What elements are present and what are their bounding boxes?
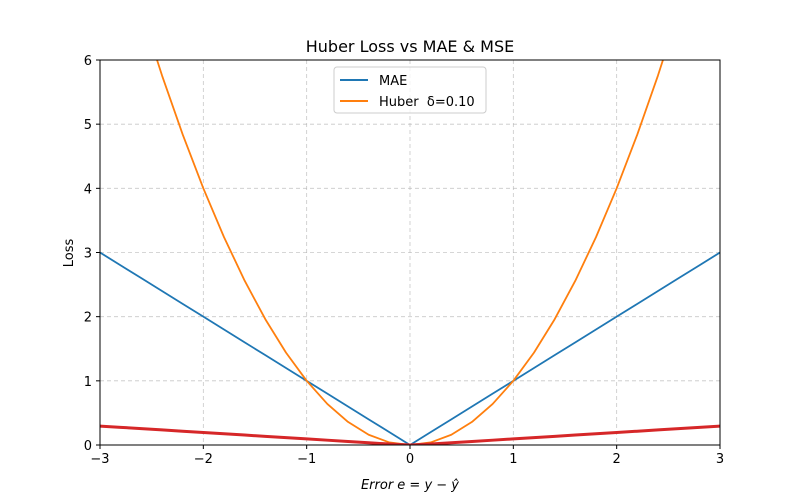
x-tick-label: 0	[406, 452, 414, 467]
x-tick-label: 3	[716, 452, 724, 467]
x-tick-label: −3	[90, 452, 109, 467]
legend-label: MAE	[379, 74, 407, 89]
x-tick-label: −2	[194, 452, 213, 467]
x-axis-label: Error e = y − ŷ	[361, 478, 459, 493]
x-tick-label: 1	[509, 452, 517, 467]
y-axis-label: Loss	[62, 239, 77, 268]
series-line-2	[100, 424, 720, 445]
x-tick-label: −1	[297, 452, 316, 467]
y-tick-label: 5	[84, 118, 92, 133]
legend-label: Huber δ=0.10	[379, 95, 475, 110]
y-tick-label: 3	[84, 247, 92, 262]
ticks: −3 −2 −1 0 1 2 3 0 1 2 3 4 5 6	[84, 54, 724, 467]
y-tick-label: 1	[84, 375, 92, 390]
legend-box	[333, 66, 487, 114]
x-tick-label: 2	[613, 452, 621, 467]
y-tick-label: 2	[84, 311, 92, 326]
y-tick-label: 0	[84, 439, 92, 454]
y-tick-label: 6	[84, 54, 92, 69]
grid	[99, 59, 721, 446]
series-line-1	[156, 60, 664, 445]
series-lines	[100, 60, 720, 445]
legend: MAE Huber δ=0.10	[333, 66, 487, 114]
y-tick-label: 4	[84, 182, 92, 197]
series-line-0	[100, 251, 720, 445]
chart-title: Huber Loss vs MAE & MSE	[306, 37, 514, 56]
